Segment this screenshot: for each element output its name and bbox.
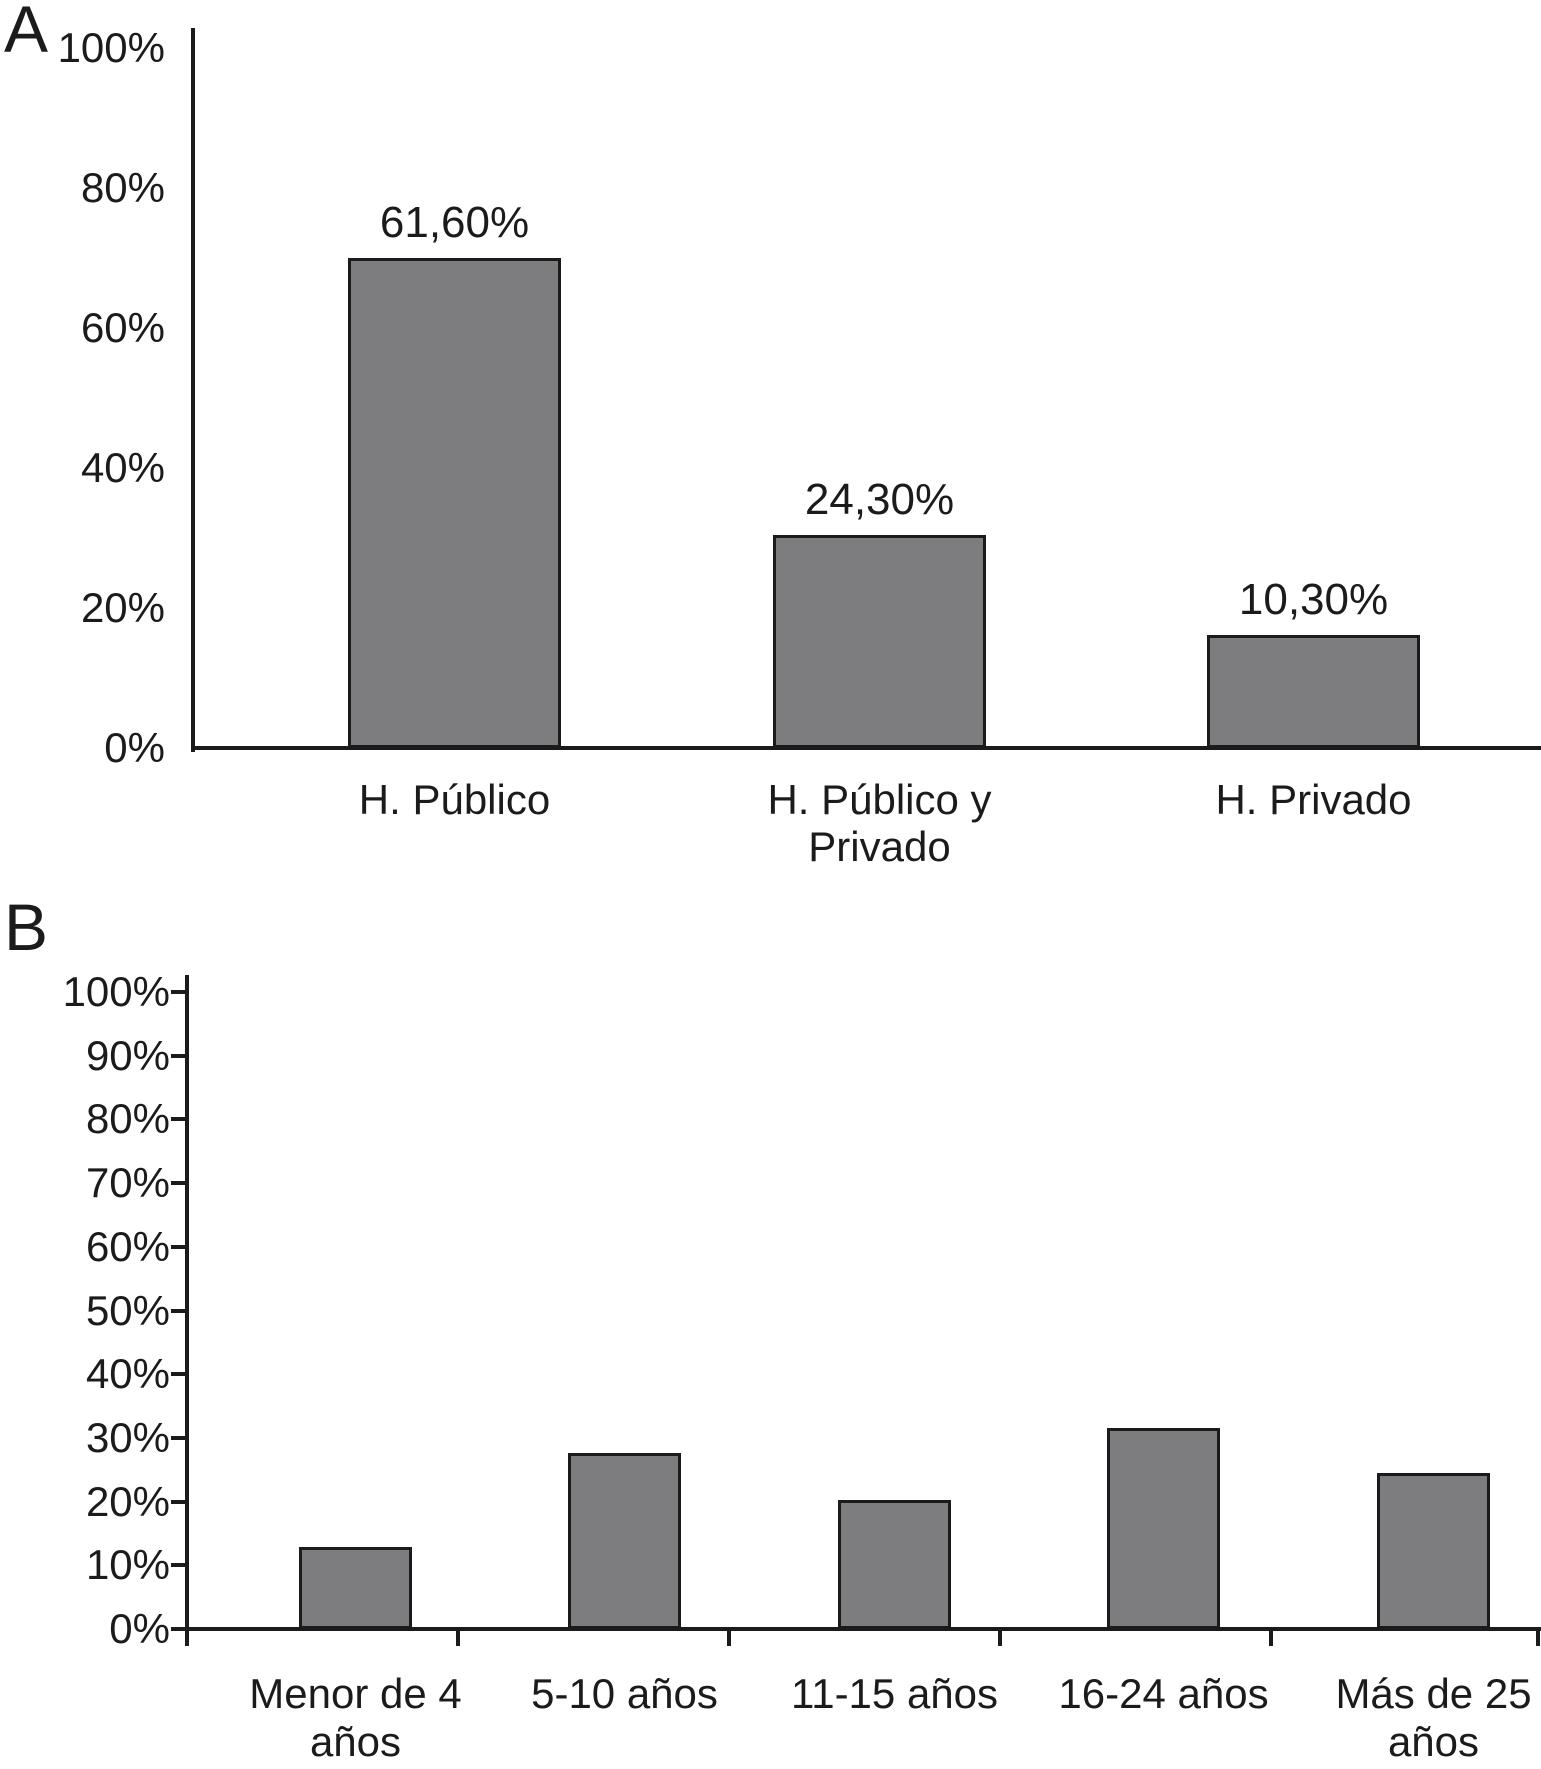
y-tick-mark <box>171 1117 185 1122</box>
bar <box>299 1547 412 1629</box>
y-tick-label: 30% <box>85 1413 170 1461</box>
y-tick-mark <box>171 1181 185 1186</box>
y-tick-label: 80% <box>85 1095 170 1143</box>
bar <box>568 1453 681 1629</box>
y-tick-mark <box>171 1499 185 1504</box>
y-tick-mark <box>171 990 185 994</box>
y-tick-mark <box>171 1563 185 1568</box>
panel-b-letter: B <box>4 890 49 964</box>
category-label-line: H. Público y <box>767 776 992 823</box>
x-axis-line <box>191 746 1541 750</box>
category-label: H. Público y Privado <box>660 776 1100 870</box>
x-tick-mark <box>456 1629 460 1646</box>
y-tick-label: 100% <box>62 968 170 1015</box>
y-tick-label: 10% <box>85 1541 170 1589</box>
category-label: Más de 25 años <box>1214 1670 1541 1766</box>
bar <box>773 535 986 748</box>
y-tick-mark <box>171 1435 185 1440</box>
category-label-line: Menor de 4 <box>249 1670 462 1717</box>
bar-value-label: 61,60% <box>379 198 530 247</box>
y-tick-mark <box>171 1053 185 1058</box>
y-tick-mark <box>171 1627 185 1631</box>
bar <box>1107 1428 1220 1629</box>
x-axis-line <box>185 1627 1541 1631</box>
category-label-line: 16-24 años <box>1058 1670 1269 1717</box>
category-label: H. Público <box>235 776 675 823</box>
bar <box>1377 1473 1490 1629</box>
category-label: H. Privado <box>1094 776 1534 823</box>
y-tick-label: 50% <box>85 1286 170 1334</box>
y-tick-mark <box>171 1308 185 1313</box>
category-label-line: H. Público <box>358 776 551 823</box>
category-label: Menor de 4 años <box>136 1670 576 1766</box>
y-tick-label: 0% <box>104 724 165 771</box>
category-label-line: años <box>1387 1718 1480 1765</box>
x-tick-mark <box>727 1629 731 1646</box>
bar <box>348 258 561 748</box>
y-tick-label: 70% <box>85 1159 170 1207</box>
bar <box>1207 635 1420 748</box>
y-tick-label: 90% <box>85 1031 170 1079</box>
y-axis-line <box>185 975 189 1646</box>
y-tick-label: 40% <box>80 444 165 491</box>
y-tick-label: 0% <box>109 1605 170 1652</box>
y-tick-label: 80% <box>80 164 165 211</box>
x-tick-mark <box>1269 1629 1273 1646</box>
y-tick-label: 60% <box>80 304 165 351</box>
category-label: 5-10 años <box>405 1670 845 1718</box>
category-label-line: años <box>309 1718 402 1765</box>
bar-value-label: 24,30% <box>804 475 955 524</box>
category-label-line: H. Privado <box>1215 776 1412 823</box>
category-label-line: 11-15 años <box>790 1670 999 1717</box>
x-tick-mark <box>998 1629 1002 1646</box>
y-tick-mark <box>171 1244 185 1249</box>
bar-value-label: 10,30% <box>1238 575 1389 624</box>
y-tick-label: 100% <box>57 24 165 71</box>
panel-a-letter: A <box>4 0 49 66</box>
y-tick-label: 20% <box>85 1477 170 1525</box>
y-tick-mark <box>171 1372 185 1377</box>
y-tick-label: 20% <box>80 584 165 631</box>
category-label-line: Privado <box>808 823 951 870</box>
y-tick-label: 60% <box>85 1222 170 1270</box>
category-label: 11-15 años <box>675 1670 1115 1718</box>
category-label-line: Más de 25 <box>1335 1670 1532 1717</box>
x-tick-mark <box>1536 1629 1540 1646</box>
category-label: 16-24 años <box>944 1670 1384 1718</box>
y-tick-label: 40% <box>85 1350 170 1398</box>
y-axis-line <box>191 28 195 752</box>
category-label-line: 5-10 años <box>531 1670 718 1717</box>
bar <box>838 1500 951 1629</box>
